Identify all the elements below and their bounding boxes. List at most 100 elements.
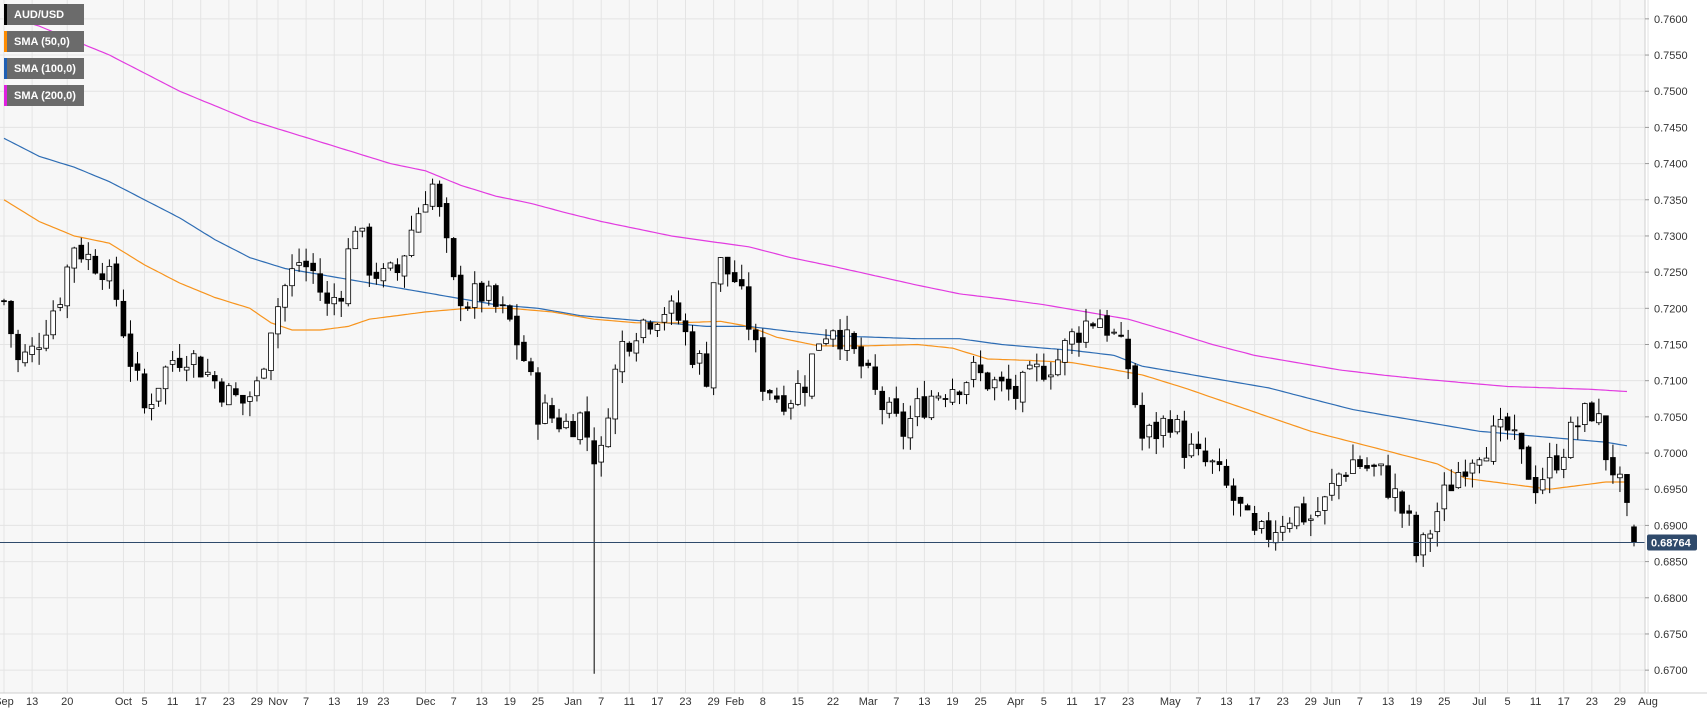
- candle[interactable]: [190, 350, 197, 378]
- candle[interactable]: [1132, 363, 1138, 408]
- candle[interactable]: [169, 351, 176, 372]
- candle[interactable]: [141, 368, 148, 414]
- candle[interactable]: [949, 378, 956, 406]
- candle[interactable]: [36, 332, 42, 365]
- candle[interactable]: [275, 298, 281, 349]
- candle[interactable]: [1104, 309, 1110, 342]
- candle[interactable]: [865, 359, 871, 369]
- candle[interactable]: [1279, 515, 1286, 541]
- candle[interactable]: [879, 386, 886, 425]
- candle[interactable]: [1160, 415, 1167, 448]
- candle[interactable]: [661, 307, 668, 331]
- candle[interactable]: [795, 370, 801, 406]
- candle[interactable]: [1455, 461, 1462, 489]
- candle[interactable]: [1357, 455, 1363, 469]
- candle[interactable]: [1167, 410, 1174, 438]
- candle[interactable]: [1371, 463, 1377, 477]
- candle[interactable]: [703, 341, 710, 388]
- candle[interactable]: [1560, 448, 1567, 479]
- candle[interactable]: [1413, 511, 1419, 563]
- candle[interactable]: [113, 256, 120, 307]
- candle[interactable]: [1462, 459, 1469, 487]
- candle[interactable]: [338, 290, 345, 317]
- candle[interactable]: [1399, 490, 1405, 528]
- candle[interactable]: [493, 283, 499, 313]
- candle[interactable]: [380, 263, 387, 288]
- candle[interactable]: [900, 403, 907, 450]
- candle[interactable]: [1097, 309, 1103, 328]
- candle[interactable]: [1539, 467, 1546, 495]
- candle[interactable]: [647, 320, 654, 335]
- candle[interactable]: [528, 357, 534, 376]
- candle[interactable]: [443, 197, 450, 253]
- candle[interactable]: [1582, 402, 1588, 432]
- candle[interactable]: [373, 262, 380, 285]
- candle[interactable]: [682, 313, 689, 346]
- candle[interactable]: [781, 385, 787, 416]
- candle[interactable]: [211, 371, 218, 389]
- candle[interactable]: [928, 390, 935, 421]
- candle[interactable]: [668, 295, 675, 325]
- candle[interactable]: [1567, 416, 1574, 459]
- candle[interactable]: [296, 248, 302, 272]
- candle[interactable]: [1125, 329, 1131, 380]
- candle[interactable]: [457, 265, 464, 322]
- candle[interactable]: [485, 280, 492, 306]
- candle[interactable]: [148, 393, 155, 421]
- candle[interactable]: [464, 301, 471, 311]
- candle[interactable]: [71, 246, 78, 283]
- candle[interactable]: [92, 249, 99, 275]
- candle[interactable]: [1392, 473, 1398, 512]
- candle[interactable]: [240, 394, 246, 416]
- candle[interactable]: [8, 300, 14, 348]
- candle[interactable]: [619, 330, 626, 384]
- candle[interactable]: [577, 411, 583, 445]
- candle[interactable]: [422, 191, 429, 213]
- candle[interactable]: [886, 397, 893, 419]
- candle[interactable]: [1244, 503, 1251, 511]
- candle[interactable]: [22, 344, 28, 367]
- candle[interactable]: [331, 283, 338, 316]
- candle[interactable]: [851, 331, 857, 354]
- candle[interactable]: [731, 260, 738, 284]
- candle[interactable]: [1, 298, 7, 306]
- candle[interactable]: [788, 399, 794, 420]
- candle[interactable]: [1251, 505, 1258, 536]
- candle[interactable]: [176, 344, 183, 372]
- candle[interactable]: [563, 413, 569, 430]
- candle[interactable]: [1589, 401, 1595, 422]
- candle[interactable]: [1026, 360, 1033, 370]
- candle[interactable]: [1223, 459, 1230, 488]
- candle[interactable]: [408, 215, 415, 258]
- candle[interactable]: [394, 258, 401, 281]
- candle[interactable]: [1230, 478, 1237, 516]
- candle[interactable]: [254, 376, 260, 402]
- candle[interactable]: [823, 329, 829, 346]
- candle[interactable]: [1062, 338, 1068, 376]
- candle[interactable]: [1329, 468, 1335, 501]
- candle[interactable]: [352, 226, 359, 250]
- candle[interactable]: [1286, 517, 1293, 533]
- candle[interactable]: [591, 427, 597, 674]
- candle[interactable]: [429, 178, 436, 210]
- candle[interactable]: [710, 282, 717, 396]
- candle[interactable]: [268, 332, 274, 381]
- candle[interactable]: [317, 258, 323, 302]
- candle[interactable]: [1139, 392, 1145, 451]
- candle[interactable]: [43, 319, 49, 352]
- candle[interactable]: [78, 237, 85, 263]
- candle[interactable]: [963, 381, 970, 405]
- candle[interactable]: [844, 315, 850, 361]
- legend-item-sma-100[interactable]: SMA (100,0): [4, 58, 84, 79]
- candle[interactable]: [1237, 496, 1244, 517]
- candle[interactable]: [1596, 398, 1602, 426]
- candle[interactable]: [1076, 326, 1082, 357]
- candle[interactable]: [127, 320, 134, 382]
- candle[interactable]: [1434, 502, 1441, 547]
- candle[interactable]: [1258, 520, 1265, 534]
- candle[interactable]: [633, 332, 640, 362]
- candle[interactable]: [261, 367, 267, 380]
- candle[interactable]: [1118, 322, 1124, 338]
- candle[interactable]: [991, 376, 998, 401]
